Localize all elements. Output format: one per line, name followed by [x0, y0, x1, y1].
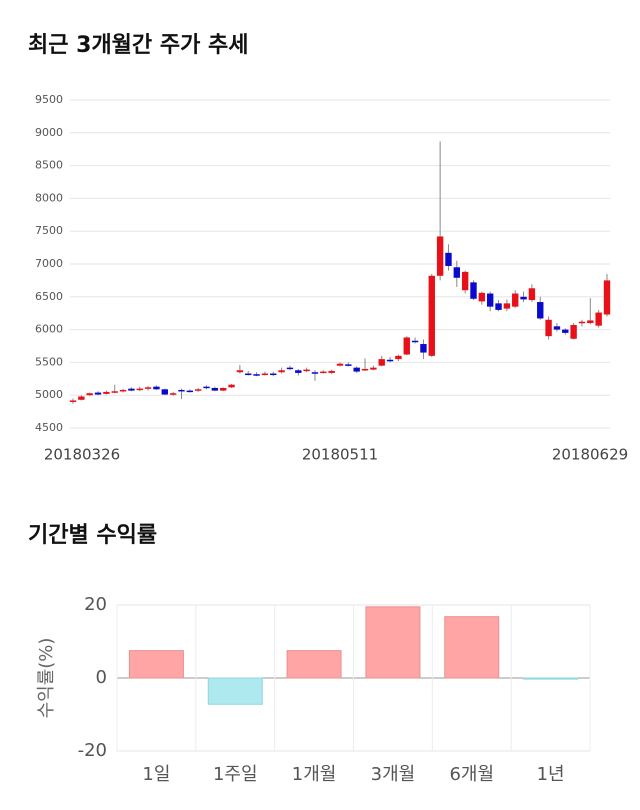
candle-body: [537, 302, 544, 319]
y-tick-label: -20: [78, 740, 107, 761]
candle-body: [203, 386, 210, 389]
candle-body: [353, 367, 360, 372]
candle-body: [486, 293, 494, 307]
bar: [286, 650, 342, 679]
candle-body: [603, 280, 611, 315]
candle-body: [194, 389, 202, 391]
candle-body: [228, 384, 235, 388]
y-tick-label: 7000: [35, 257, 63, 270]
candle-body: [428, 275, 435, 356]
y-tick-label: 8500: [35, 159, 63, 172]
x-tick-label: 1년: [537, 764, 565, 785]
candle-body: [336, 363, 344, 366]
candle-body: [144, 387, 152, 389]
candle-body: [186, 390, 194, 393]
y-tick-label: 0: [96, 667, 107, 688]
candle-body: [270, 373, 277, 376]
candle-body: [411, 340, 419, 343]
bar: [523, 677, 579, 680]
candle-body: [553, 326, 561, 330]
candle-body: [103, 391, 110, 394]
candle-body: [578, 321, 586, 324]
candle-body: [278, 370, 285, 373]
x-tick-label: 20180511: [302, 446, 378, 464]
candle-body: [153, 386, 160, 390]
bar: [207, 677, 263, 705]
candle-body: [161, 389, 168, 395]
candle-body: [386, 359, 394, 362]
y-tick-label: 20: [84, 594, 107, 615]
candle-body: [236, 370, 244, 373]
candle-body: [136, 388, 143, 391]
candle-body: [512, 293, 519, 307]
x-tick-label: 1주일: [213, 764, 258, 785]
y-tick-label: 5000: [35, 388, 63, 401]
y-tick-label: 9500: [35, 93, 63, 106]
candle-body: [169, 393, 177, 395]
chart-title: 최근 3개월간 주가 추세: [28, 33, 248, 58]
candle-body: [328, 370, 335, 373]
candle-body: [562, 329, 569, 333]
candle-body: [94, 392, 102, 395]
x-tick-label: 6개월: [449, 764, 494, 785]
candle-body: [470, 282, 477, 299]
candle-body: [495, 303, 502, 310]
y-tick-label: 6500: [35, 290, 63, 303]
candle-body: [370, 367, 377, 370]
candle-body: [436, 236, 444, 276]
x-tick-label: 1개월: [292, 764, 337, 785]
candle-body: [453, 267, 461, 278]
candle-body: [178, 389, 185, 392]
y-tick-label: 5500: [35, 355, 63, 368]
candle-body: [445, 252, 452, 266]
y-tick-label: 4500: [35, 421, 63, 434]
candle-body: [219, 387, 227, 391]
candle-body: [320, 371, 327, 374]
candle-body: [403, 337, 410, 355]
candle-body: [570, 325, 577, 339]
candle-body: [261, 373, 269, 376]
chart-title: 기간별 수익률: [28, 523, 157, 548]
candle-body: [311, 372, 319, 374]
y-tick-label: 9000: [35, 126, 63, 139]
candle-body: [595, 312, 602, 326]
candle-body: [111, 391, 118, 393]
x-tick-label: 20180629: [552, 446, 628, 464]
candle-body: [286, 367, 294, 370]
candle-body: [528, 288, 536, 301]
candle-body: [78, 396, 85, 400]
candle-body: [461, 271, 469, 291]
bar: [365, 606, 421, 679]
y-tick-label: 7500: [35, 224, 63, 237]
y-axis-label: 수익률(%): [36, 638, 57, 719]
candle-body: [245, 373, 252, 376]
candle-body: [86, 393, 93, 396]
candle-body: [545, 319, 552, 337]
candle-body: [520, 296, 527, 300]
candle-body: [211, 387, 219, 391]
candle-body: [587, 320, 594, 324]
bar: [444, 616, 500, 679]
candle-body: [503, 303, 511, 309]
candle-body: [295, 370, 302, 373]
y-tick-label: 6000: [35, 323, 63, 336]
x-tick-label: 1일: [142, 764, 170, 785]
candle-body: [345, 364, 352, 366]
candle-body: [361, 368, 369, 371]
candle-body: [478, 292, 486, 302]
candle-body: [253, 374, 260, 376]
candle-body: [69, 400, 77, 402]
candle-body: [378, 359, 385, 366]
candle-body: [420, 344, 427, 353]
x-tick-label: 3개월: [371, 764, 416, 785]
candle-body: [303, 369, 310, 372]
candle-body: [395, 355, 402, 360]
candle-body: [119, 389, 127, 392]
y-tick-label: 8000: [35, 191, 63, 204]
x-tick-label: 20180326: [44, 446, 120, 464]
bar: [128, 650, 184, 679]
candle-body: [128, 388, 135, 391]
